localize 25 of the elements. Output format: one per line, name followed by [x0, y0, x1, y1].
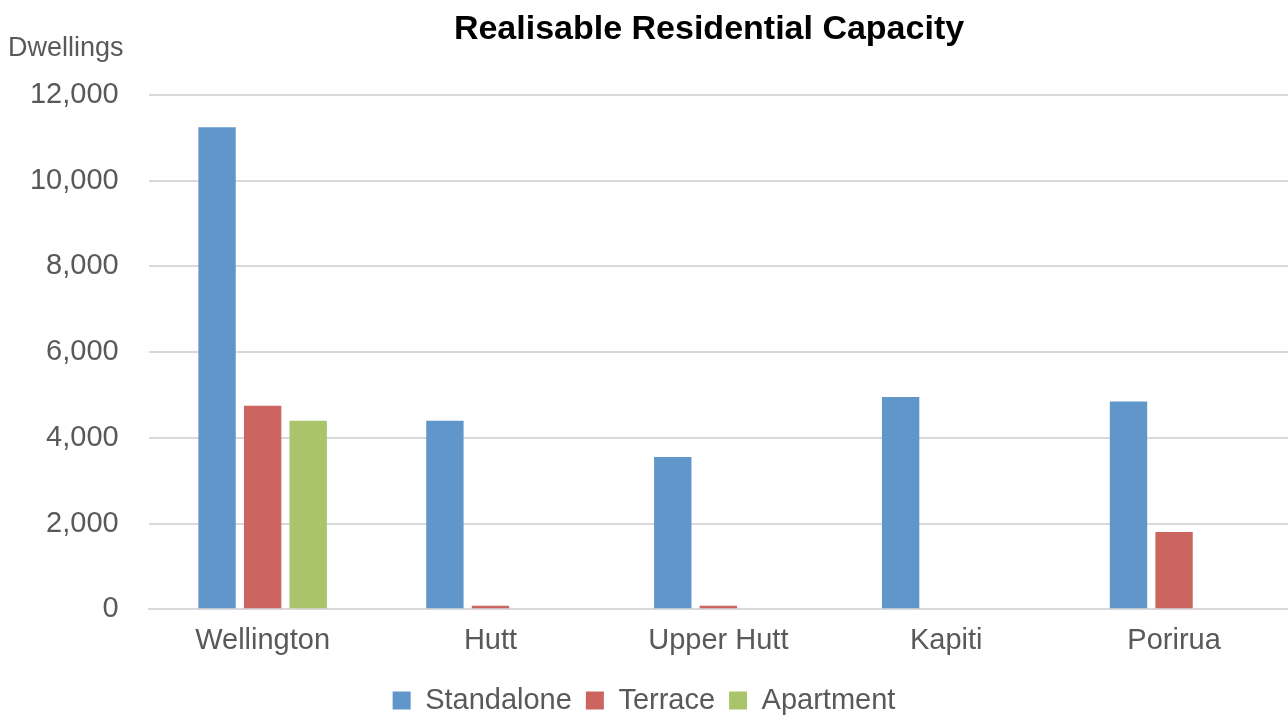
legend-label: Apartment	[761, 682, 896, 715]
x-tick-label: Upper Hutt	[648, 622, 789, 655]
legend-label: Standalone	[425, 682, 572, 715]
bar	[243, 405, 282, 609]
chart-title: Realisable Residential Capacity	[452, 8, 966, 47]
bar	[1109, 401, 1148, 609]
legend-label: Terrace	[618, 682, 716, 715]
y-axis-title: Dwellings	[8, 32, 124, 63]
y-tick-label: 6,000	[46, 334, 119, 367]
bar	[426, 420, 464, 609]
bar	[198, 127, 236, 609]
y-tick-label: 2,000	[46, 505, 119, 538]
x-tick-label: Hutt	[463, 622, 518, 655]
x-tick-label: Kapiti	[909, 622, 983, 655]
y-tick-label: 4,000	[46, 419, 119, 452]
bar	[881, 397, 920, 609]
bar	[654, 457, 692, 609]
x-tick-label: Porirua	[1127, 622, 1222, 655]
y-tick-label: 8,000	[46, 248, 119, 281]
bar	[289, 420, 327, 609]
x-tick-label: Wellington	[195, 622, 331, 655]
bar	[1155, 532, 1193, 609]
y-tick-label: 10,000	[30, 162, 119, 195]
y-tick-label: 12,000	[30, 77, 119, 109]
y-tick-label: 0	[102, 591, 119, 624]
